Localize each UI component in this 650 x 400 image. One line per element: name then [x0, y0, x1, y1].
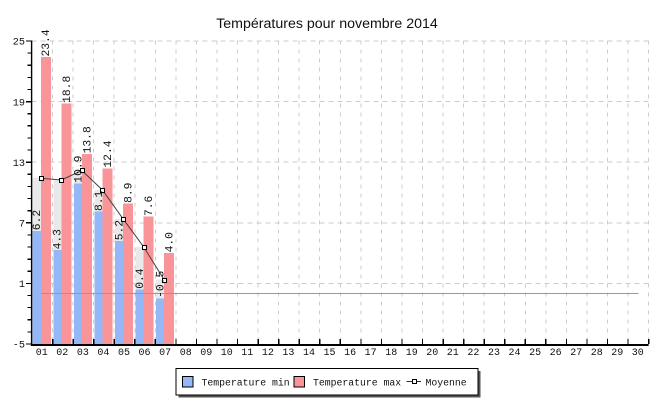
svg-text:24: 24	[508, 348, 520, 359]
svg-text:17: 17	[365, 348, 377, 359]
svg-text:22: 22	[467, 348, 479, 359]
svg-text:13: 13	[282, 348, 294, 359]
svg-text:13: 13	[13, 159, 25, 170]
svg-text:1: 1	[19, 280, 25, 291]
svg-text:Temperature max: Temperature max	[313, 377, 401, 388]
svg-text:12: 12	[262, 348, 274, 359]
svg-text:-5: -5	[13, 341, 25, 352]
svg-text:25: 25	[529, 348, 541, 359]
svg-text:16: 16	[344, 348, 356, 359]
svg-text:01: 01	[36, 348, 48, 359]
svg-text:19: 19	[406, 348, 418, 359]
svg-text:7: 7	[19, 220, 25, 231]
svg-text:28: 28	[591, 348, 603, 359]
svg-text:5.2: 5.2	[114, 220, 126, 240]
svg-text:11: 11	[241, 348, 253, 359]
svg-text:21: 21	[447, 348, 459, 359]
svg-text:0.4: 0.4	[135, 268, 147, 289]
svg-text:4.0: 4.0	[165, 232, 177, 253]
svg-text:13.8: 13.8	[82, 126, 94, 153]
svg-text:15: 15	[323, 348, 335, 359]
svg-text:8.9: 8.9	[123, 183, 135, 203]
svg-text:19: 19	[13, 98, 25, 109]
svg-text:07: 07	[159, 348, 171, 359]
svg-text:Temperature min: Temperature min	[202, 377, 290, 388]
svg-text:09: 09	[200, 348, 212, 359]
svg-text:02: 02	[56, 348, 68, 359]
svg-text:04: 04	[97, 348, 109, 359]
svg-text:7.6: 7.6	[144, 195, 156, 216]
svg-text:6.2: 6.2	[32, 210, 44, 230]
svg-text:Moyenne: Moyenne	[426, 377, 467, 388]
svg-text:25: 25	[13, 38, 25, 49]
svg-text:06: 06	[138, 348, 150, 359]
svg-text:05: 05	[118, 348, 130, 359]
svg-text:20: 20	[426, 348, 438, 359]
svg-text:23: 23	[488, 348, 500, 359]
svg-text:4.3: 4.3	[53, 229, 65, 250]
svg-text:03: 03	[77, 348, 89, 359]
svg-text:08: 08	[180, 348, 192, 359]
svg-text:Températures pour novembre 201: Températures pour novembre 2014	[216, 16, 438, 32]
svg-text:29: 29	[611, 348, 623, 359]
svg-text:10.9: 10.9	[73, 156, 85, 183]
svg-text:12.4: 12.4	[103, 140, 115, 167]
svg-text:14: 14	[303, 348, 315, 359]
svg-text:30: 30	[632, 348, 644, 359]
svg-text:10: 10	[221, 348, 233, 359]
svg-text:18.8: 18.8	[62, 76, 74, 103]
svg-text:8.1: 8.1	[94, 190, 106, 211]
svg-text:23.4: 23.4	[41, 29, 53, 56]
svg-text:-0.5: -0.5	[156, 271, 168, 298]
svg-text:27: 27	[570, 348, 582, 359]
svg-text:26: 26	[550, 348, 562, 359]
svg-text:18: 18	[385, 348, 397, 359]
